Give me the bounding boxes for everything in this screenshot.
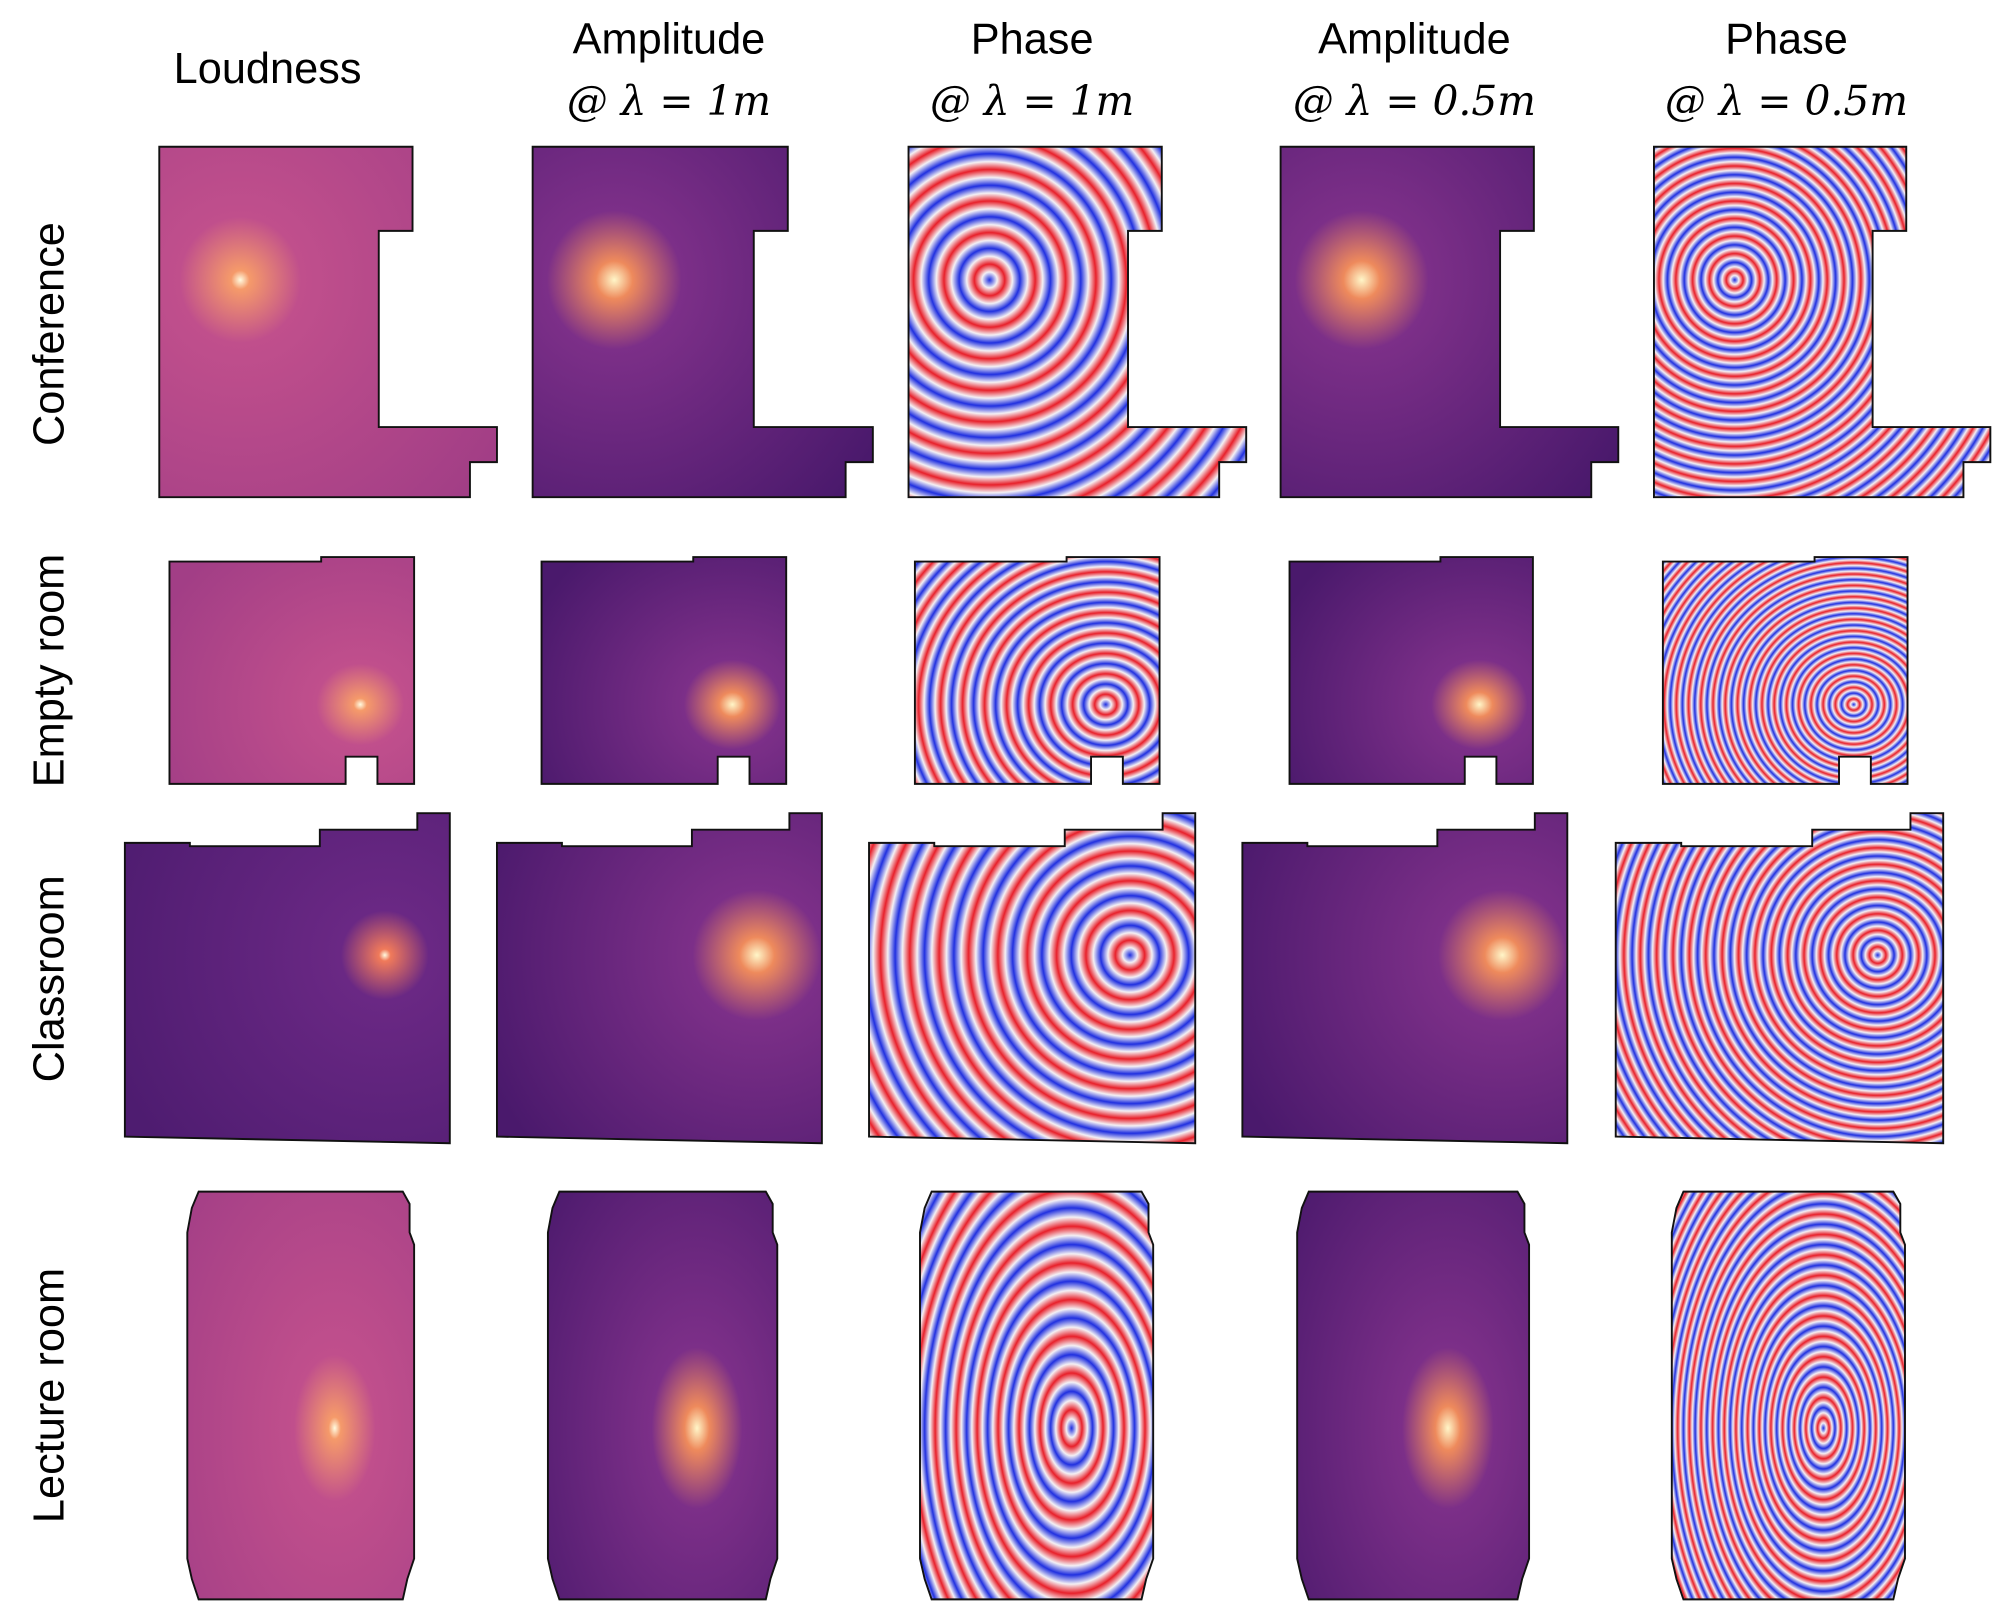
map-panel <box>168 556 416 785</box>
column-subtitle: @ λ = 0.5m <box>1665 77 1908 125</box>
row-label: Empty room <box>26 554 74 787</box>
map-panel <box>531 145 874 499</box>
map-panel <box>1241 812 1569 1145</box>
column-title: Loudness <box>174 45 362 93</box>
column-subtitle: @ λ = 0.5m <box>1293 77 1536 125</box>
map-panel <box>540 556 788 785</box>
map-panel <box>546 1190 779 1601</box>
map-panel <box>1670 1190 1906 1601</box>
map-panel <box>1661 556 1909 785</box>
map-panel <box>919 1190 1155 1601</box>
map-panel <box>158 145 498 499</box>
column-title: Phase <box>1725 16 1848 64</box>
row-label: Conference <box>26 222 74 446</box>
column-title: Phase <box>971 16 1094 64</box>
map-panel <box>1614 812 1945 1145</box>
row-label: Classroom <box>26 875 74 1082</box>
map-panel <box>913 556 1161 785</box>
column-title: Amplitude <box>1318 16 1511 64</box>
map-panel <box>1279 145 1620 499</box>
map-panel <box>1288 556 1534 785</box>
column-subtitle: @ λ = 1m <box>567 77 771 125</box>
map-panel <box>1296 1190 1531 1601</box>
row-label: Lecture room <box>26 1268 74 1523</box>
map-panel <box>495 812 823 1145</box>
map-panel <box>123 812 451 1145</box>
map-panel <box>907 145 1248 499</box>
column-title: Amplitude <box>573 16 766 64</box>
column-subtitle: @ λ = 1m <box>930 77 1134 125</box>
map-panel <box>868 812 1197 1145</box>
map-panel <box>1653 145 1992 499</box>
map-panel <box>186 1190 416 1601</box>
